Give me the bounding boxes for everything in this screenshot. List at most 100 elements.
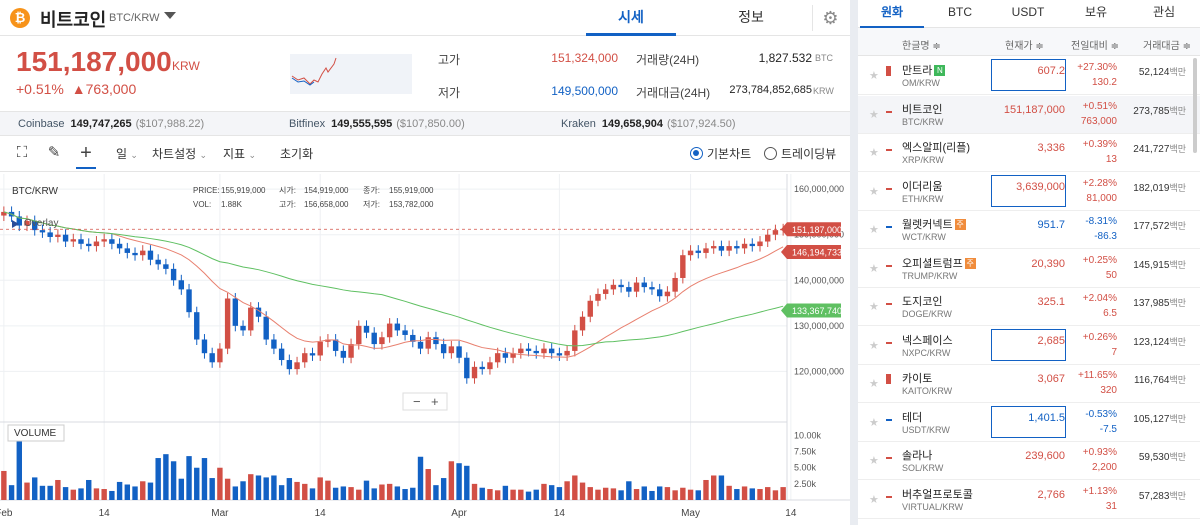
header-volume[interactable]: 거래대금 ≑: [1143, 41, 1191, 52]
table-row[interactable]: ★ 이더리움 ETH/KRW 3,639,000 +2.28% 81,000 182,019…: [858, 173, 1200, 211]
star-icon[interactable]: ★: [869, 378, 879, 390]
chart-settings-button[interactable]: 차트설정 ⌄: [152, 145, 207, 162]
crosshair-icon[interactable]: +: [76, 143, 96, 169]
candle-body: [703, 248, 709, 253]
candle-body: [433, 337, 439, 345]
star-icon[interactable]: ★: [869, 147, 879, 159]
table-row[interactable]: ★ 솔라나 SOL/KRW 239,600 +0.93% 2,200 59,530백만: [858, 442, 1200, 480]
candle-body: [471, 366, 478, 379]
candle-body: [178, 280, 185, 290]
bitcoin-logo-icon: ₿: [10, 8, 30, 28]
gear-icon[interactable]: ⚙: [812, 5, 848, 31]
coin-name[interactable]: 솔라나: [902, 447, 932, 463]
table-row[interactable]: ★ 비트코인 BTC/KRW 151,187,000 +0.51% 763,000 273,…: [858, 95, 1200, 134]
coin-name[interactable]: 오피셜트럼프 주: [902, 255, 976, 271]
header-name[interactable]: 한글명 ≑: [902, 41, 941, 52]
volume-bar: [70, 489, 76, 500]
volume-unit: 백만: [1169, 221, 1186, 231]
star-icon[interactable]: ★: [869, 493, 879, 506]
period-select[interactable]: 일 ⌄: [116, 145, 138, 162]
coin-name[interactable]: 카이토: [902, 370, 932, 386]
zoom-in-button[interactable]: +: [431, 394, 439, 409]
y-tick-label: 120,000,000: [794, 366, 844, 376]
coin-name-text: 만트라: [902, 65, 933, 77]
header-change[interactable]: 전일대비 ≑: [1071, 41, 1119, 52]
star-icon[interactable]: ★: [869, 262, 879, 275]
coin-name[interactable]: 테더: [902, 409, 922, 425]
tab-price[interactable]: 시세: [586, 0, 676, 36]
coin-change-pct: -8.31%: [1085, 216, 1117, 227]
volume-bar: [32, 477, 38, 500]
table-row[interactable]: ★ 도지코인 DOGE/KRW 325.1 +2.04% 6.5 137,985백만: [858, 288, 1200, 326]
price-highlight-box: [991, 405, 1066, 438]
market-table-header: 한글명 ≑ 현재가 ≑ 전일대비 ≑ 거래대금 ≑: [858, 28, 1200, 56]
reset-button[interactable]: 초기화: [280, 147, 314, 161]
volume-bar: [248, 474, 254, 500]
candle-body: [394, 323, 401, 331]
zoom-out-button[interactable]: −: [413, 394, 421, 409]
exchange-usd: ($107,850.00): [396, 118, 465, 130]
star-icon[interactable]: ★: [869, 224, 879, 236]
candle-body: [325, 339, 331, 342]
candle-body: [448, 346, 455, 354]
star-icon[interactable]: ★: [869, 108, 879, 121]
star-icon[interactable]: ★: [869, 455, 879, 467]
basic-chart-radio[interactable]: 기본차트: [690, 145, 751, 162]
tab-usdt[interactable]: USDT: [1011, 5, 1045, 19]
table-row[interactable]: ★ 만트라 N OM/KRW 607.2 +27.30% 130.2 52,124백만: [858, 57, 1200, 95]
header-price[interactable]: 현재가 ≑: [1005, 41, 1044, 52]
table-row[interactable]: ★ 넥스페이스 NXPC/KRW 2,685 +0.26% 7 123,124백만: [858, 327, 1200, 365]
coin-name[interactable]: 엑스알피(리플): [902, 139, 970, 155]
star-icon[interactable]: ★: [869, 185, 879, 198]
chevron-down-icon[interactable]: [164, 12, 176, 19]
star-icon[interactable]: ★: [869, 70, 879, 82]
volume-bar: [410, 487, 416, 500]
tab-info[interactable]: 정보: [738, 9, 764, 25]
coin-name[interactable]: 비트코인: [902, 101, 942, 117]
tab-btc[interactable]: BTC: [948, 5, 972, 19]
table-row[interactable]: ★ 버추얼프로토콜 VIRTUAL/KRW 2,766 +1.13% 31 57,283백만: [858, 481, 1200, 519]
candle-body: [757, 241, 763, 247]
star-icon[interactable]: ★: [869, 301, 879, 313]
pencil-icon[interactable]: ✎: [47, 144, 61, 161]
candle-body: [386, 323, 393, 338]
fullscreen-icon[interactable]: ⛶: [16, 144, 28, 161]
candle-body: [147, 250, 154, 260]
candlestick-chart[interactable]: 160,000,000150,000,000140,000,000130,000…: [0, 174, 850, 525]
coin-name[interactable]: 버추얼프로토콜: [902, 486, 973, 502]
volume-bar: [109, 490, 115, 500]
coin-name[interactable]: 넥스페이스: [902, 332, 953, 348]
coin-change-abs: 130.2: [1091, 77, 1117, 88]
chart-canvas[interactable]: 160,000,000150,000,000140,000,000130,000…: [0, 174, 850, 525]
tradingview-radio[interactable]: 트레이딩뷰: [764, 145, 836, 162]
coin-name-text: 카이토: [902, 373, 933, 385]
volume-bar: [386, 483, 393, 500]
volume-bar: [564, 481, 570, 500]
tab-krw[interactable]: 원화: [860, 0, 924, 28]
coin-name[interactable]: 이더리움: [902, 178, 942, 194]
table-row[interactable]: ★ 오피셜트럼프 주 TRUMP/KRW 20,390 +0.25% 50 145,915백만: [858, 250, 1200, 288]
table-row[interactable]: ★ 월렛커넥트 주 WCT/KRW 951.7 -8.31% -86.3 177,572백만: [858, 211, 1200, 249]
indicators-button[interactable]: 지표 ⌄: [223, 145, 256, 162]
volume-label: 거래량(24H): [636, 53, 700, 67]
star-icon[interactable]: ★: [869, 339, 879, 352]
table-row[interactable]: ★ 테더 USDT/KRW 1,401.5 -0.53% -7.5 105,127백만: [858, 404, 1200, 442]
scrollbar[interactable]: [1193, 58, 1197, 153]
candle-body: [579, 316, 586, 331]
table-row[interactable]: ★ 카이토 KAITO/KRW 3,067 +11.65% 320 116,764백만: [858, 365, 1200, 403]
table-row[interactable]: ★ 엑스알피(리플) XRP/KRW 3,336 +0.39% 13 241,727백만: [858, 134, 1200, 172]
radio-unchecked-icon: [764, 147, 777, 160]
coin-name[interactable]: 도지코인: [902, 293, 942, 309]
coin-name[interactable]: 만트라 N: [902, 62, 946, 78]
volume-bar: [232, 486, 239, 500]
volume-bar: [78, 488, 84, 500]
candle-body: [464, 357, 470, 379]
coin-name[interactable]: 월렛커넥트 주: [902, 216, 966, 232]
coin-name[interactable]: 비트코인: [40, 10, 107, 30]
star-icon[interactable]: ★: [869, 416, 879, 429]
amount-unit: KRW: [813, 86, 834, 96]
candle-body: [494, 353, 501, 363]
coin-volume-value: 57,283: [1138, 490, 1170, 502]
tab-holdings[interactable]: 보유: [1084, 5, 1108, 19]
tab-favorites[interactable]: 관심: [1152, 5, 1176, 19]
